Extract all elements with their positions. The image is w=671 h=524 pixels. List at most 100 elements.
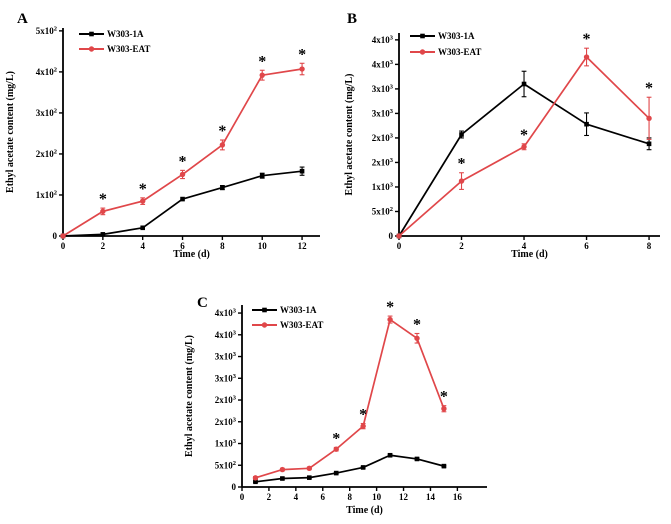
x-tick-label: 6 xyxy=(584,241,589,251)
data-point xyxy=(521,81,527,87)
data-point xyxy=(306,465,313,471)
legend-marker xyxy=(419,49,426,55)
x-tick-label: 4 xyxy=(140,241,145,251)
y-tick-label: 5x102 xyxy=(372,206,393,217)
data-point xyxy=(100,232,106,237)
data-point xyxy=(139,198,146,204)
data-point xyxy=(584,121,589,127)
x-tick-label: 12 xyxy=(298,241,308,251)
data-point xyxy=(220,185,225,190)
data-point xyxy=(279,466,286,473)
legend-label: W303-1A xyxy=(438,31,475,41)
panel-label-c: C xyxy=(197,295,208,311)
significance-asterisk: * xyxy=(520,127,528,144)
data-point xyxy=(299,66,305,72)
x-tick-label: 8 xyxy=(347,492,352,502)
significance-asterisk: * xyxy=(583,31,591,48)
y-tick-label: 1x103 xyxy=(215,438,237,449)
legend: W303-1A W303-EAT xyxy=(410,31,481,57)
y-tick-label: 4x103 xyxy=(215,308,237,319)
data-point xyxy=(299,168,305,174)
data-point xyxy=(458,178,465,184)
panel-a: A 0 2 4 6 8 10 12 0 1x102 2x102 3x102 4x102 5x102 Time… xyxy=(5,11,320,260)
series-w303-1a xyxy=(253,452,447,485)
legend-entry: W303-EAT xyxy=(410,47,481,57)
legend-entry: W303-1A xyxy=(252,305,317,315)
data-point xyxy=(259,173,265,178)
x-tick-label: 0 xyxy=(240,492,245,502)
legend: W303-1A W303-EAT xyxy=(79,29,150,54)
significance-asterisk: * xyxy=(99,191,107,208)
x-tick-label: 16 xyxy=(453,492,463,502)
data-point xyxy=(521,144,527,150)
y-tick-label: 3x103 xyxy=(372,108,394,119)
panel-label-a: A xyxy=(17,11,28,27)
legend-label: W303-1A xyxy=(280,305,317,315)
legend-entry: W303-EAT xyxy=(79,44,150,54)
x-tick-label: 12 xyxy=(399,492,409,502)
significance-asterisk: * xyxy=(258,53,266,70)
data-point xyxy=(646,115,652,122)
data-point xyxy=(259,72,265,78)
significance-asterisk: * xyxy=(359,407,367,424)
data-point xyxy=(387,452,393,458)
legend-marker xyxy=(262,307,267,313)
y-tick-label: 0 xyxy=(232,482,237,492)
series-w303-eat xyxy=(396,47,652,239)
legend-label: W303-EAT xyxy=(280,320,323,330)
x-tick-label: 14 xyxy=(426,492,436,502)
y-tick-label: 3x102 xyxy=(36,108,57,119)
data-point xyxy=(396,233,402,239)
x-tick-label: 6 xyxy=(180,241,185,251)
y-tick-label: 3x103 xyxy=(372,84,394,95)
data-point xyxy=(441,463,447,469)
x-axis-title: Time (d) xyxy=(173,249,210,260)
x-tick-label: 2 xyxy=(101,241,106,251)
data-point xyxy=(60,233,66,239)
x-tick-label: 10 xyxy=(372,492,382,502)
y-tick-label: 2x103 xyxy=(372,133,394,144)
y-tick-label: 4x102 xyxy=(36,67,57,78)
data-point xyxy=(179,171,186,178)
data-point xyxy=(583,54,590,60)
legend-label: W303-EAT xyxy=(438,47,481,57)
data-point xyxy=(459,132,464,137)
significance-asterisk: * xyxy=(458,156,466,173)
y-tick-label: 1x102 xyxy=(36,190,57,201)
x-tick-label: 6 xyxy=(321,492,326,502)
y-tick-label: 4x103 xyxy=(215,329,237,340)
y-tick-label: 2x102 xyxy=(36,149,57,160)
significance-asterisk: * xyxy=(440,389,448,406)
y-tick-label: 2x103 xyxy=(372,157,394,168)
x-tick-label: 2 xyxy=(459,241,464,251)
data-point xyxy=(360,465,366,470)
y-axis-title: Ethyl acetate content (mg/L) xyxy=(344,74,355,196)
series-line xyxy=(398,83,650,237)
panel-b: B 0 2 4 6 8 0 5x102 1x103 2x103 2x103 3x103 3x103 4x1… xyxy=(344,11,660,260)
panel-label-b: B xyxy=(347,11,357,27)
significance-asterisk: * xyxy=(218,123,226,140)
x-tick-label: 8 xyxy=(647,241,652,251)
panel-c: C 0 2 4 6 8 10 12 14 16 0 5x102 1x103 2x103 2x103 3x103… xyxy=(184,295,487,516)
series-w303-eat xyxy=(60,62,305,239)
data-point xyxy=(646,141,652,147)
data-point xyxy=(100,208,106,215)
x-tick-label: 10 xyxy=(258,241,268,251)
data-point xyxy=(414,335,420,341)
significance-asterisk: * xyxy=(413,316,421,333)
y-tick-label: 5x102 xyxy=(215,460,236,471)
data-point xyxy=(140,225,145,231)
legend-entry: W303-1A xyxy=(410,31,475,41)
legend-label: W303-EAT xyxy=(107,44,150,54)
x-axis-title: Time (d) xyxy=(511,249,548,260)
series-line xyxy=(255,454,445,483)
y-axis-title: Ethyl acetate content (mg/L) xyxy=(184,335,195,457)
x-tick-label: 0 xyxy=(397,241,402,251)
y-tick-label: 5x102 xyxy=(36,26,57,37)
y-tick-label: 3x103 xyxy=(215,373,237,384)
y-tick-label: 0 xyxy=(53,231,58,241)
data-point xyxy=(253,479,258,485)
data-point xyxy=(280,476,285,481)
